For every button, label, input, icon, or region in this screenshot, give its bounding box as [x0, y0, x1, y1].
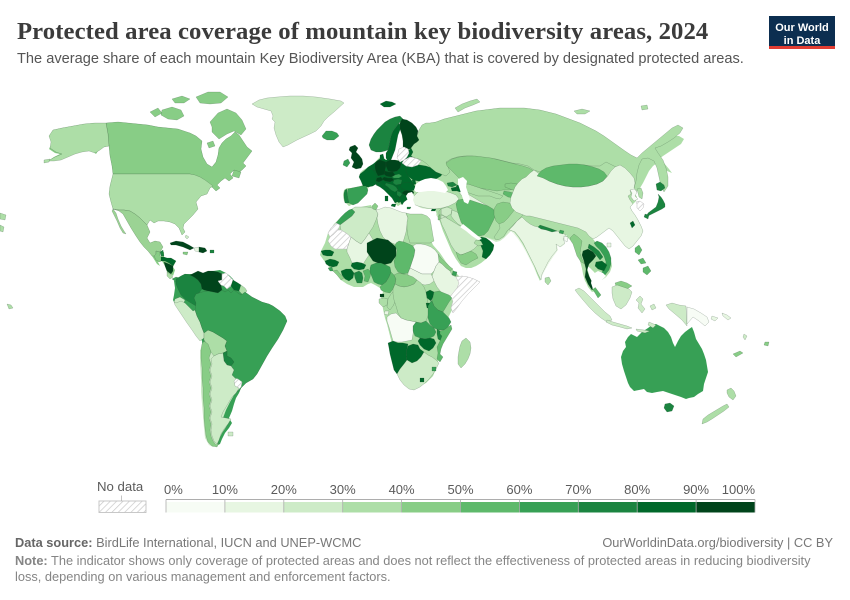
svg-text:90%: 90% — [683, 482, 709, 497]
svg-text:80%: 80% — [624, 482, 650, 497]
svg-text:50%: 50% — [447, 482, 473, 497]
svg-text:10%: 10% — [212, 482, 238, 497]
svg-text:70%: 70% — [565, 482, 591, 497]
svg-text:60%: 60% — [506, 482, 532, 497]
svg-text:40%: 40% — [389, 482, 415, 497]
svg-text:30%: 30% — [330, 482, 356, 497]
svg-text:20%: 20% — [271, 482, 297, 497]
svg-text:0%: 0% — [164, 482, 183, 497]
svg-text:100%: 100% — [722, 482, 756, 497]
